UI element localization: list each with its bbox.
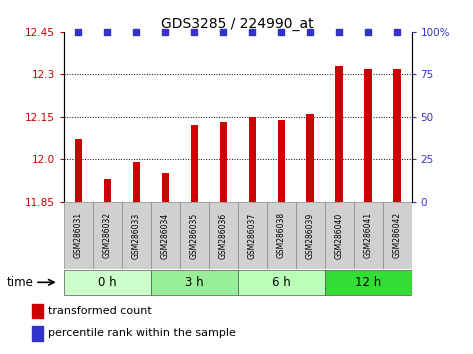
FancyBboxPatch shape	[237, 202, 267, 269]
FancyBboxPatch shape	[237, 270, 324, 295]
Bar	[191, 125, 198, 202]
FancyBboxPatch shape	[296, 202, 324, 269]
FancyBboxPatch shape	[64, 202, 93, 269]
FancyBboxPatch shape	[324, 270, 412, 295]
Bar	[307, 114, 314, 202]
FancyBboxPatch shape	[151, 202, 180, 269]
Text: transformed count: transformed count	[47, 306, 151, 316]
Text: 0 h: 0 h	[98, 276, 117, 289]
Text: GSM286033: GSM286033	[132, 212, 141, 258]
FancyBboxPatch shape	[209, 202, 237, 269]
Point	[248, 29, 256, 35]
Bar	[219, 122, 227, 202]
FancyBboxPatch shape	[324, 202, 353, 269]
Bar	[104, 179, 111, 202]
Text: 3 h: 3 h	[185, 276, 203, 289]
Point	[335, 29, 343, 35]
Text: 12 h: 12 h	[355, 276, 381, 289]
Text: GSM286034: GSM286034	[161, 212, 170, 258]
Text: GSM286037: GSM286037	[248, 212, 257, 258]
Text: GSM286041: GSM286041	[364, 212, 373, 258]
Bar	[394, 69, 401, 202]
Text: GSM286039: GSM286039	[306, 212, 315, 258]
Point	[161, 29, 169, 35]
FancyBboxPatch shape	[122, 202, 151, 269]
Point	[132, 29, 140, 35]
Bar	[248, 117, 256, 202]
Bar	[364, 69, 372, 202]
Text: GSM286031: GSM286031	[74, 212, 83, 258]
Point	[277, 29, 285, 35]
Point	[75, 29, 82, 35]
Text: 6 h: 6 h	[272, 276, 290, 289]
Point	[393, 29, 401, 35]
Text: GSM286035: GSM286035	[190, 212, 199, 258]
Bar	[162, 173, 169, 202]
FancyBboxPatch shape	[267, 202, 296, 269]
Text: GSM286036: GSM286036	[219, 212, 228, 258]
Text: percentile rank within the sample: percentile rank within the sample	[47, 328, 236, 338]
Point	[219, 29, 227, 35]
Text: time: time	[7, 276, 33, 289]
FancyBboxPatch shape	[64, 270, 151, 295]
Text: GSM286040: GSM286040	[334, 212, 343, 258]
Point	[364, 29, 372, 35]
Bar	[32, 304, 43, 319]
Bar	[132, 162, 140, 202]
Text: GSM286032: GSM286032	[103, 212, 112, 258]
FancyBboxPatch shape	[180, 202, 209, 269]
Point	[307, 29, 314, 35]
Title: GDS3285 / 224990_at: GDS3285 / 224990_at	[161, 17, 314, 31]
Bar	[75, 139, 82, 202]
FancyBboxPatch shape	[93, 202, 122, 269]
Point	[104, 29, 111, 35]
FancyBboxPatch shape	[353, 202, 383, 269]
Text: GSM286038: GSM286038	[277, 212, 286, 258]
FancyBboxPatch shape	[383, 202, 412, 269]
Bar	[278, 120, 285, 202]
Bar	[32, 326, 43, 341]
Bar	[335, 66, 343, 202]
Text: GSM286042: GSM286042	[393, 212, 402, 258]
Point	[191, 29, 198, 35]
FancyBboxPatch shape	[151, 270, 237, 295]
